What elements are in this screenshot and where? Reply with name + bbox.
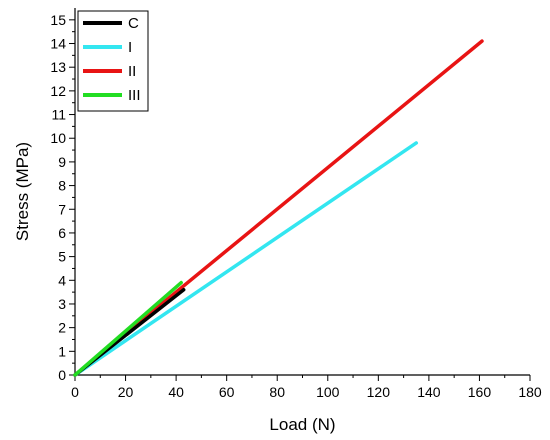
y-tick-label: 14: [50, 36, 66, 52]
y-tick-label: 5: [58, 249, 66, 265]
axes: 0 20 40 60 80 100 120 140 160 1800123456789101112…: [50, 8, 542, 400]
x-tick-label: 60: [219, 384, 235, 400]
legend-label-i: I: [128, 39, 132, 56]
y-tick-label: 7: [58, 201, 66, 217]
y-tick-label: 15: [50, 12, 66, 28]
x-tick-label: 180: [518, 384, 542, 400]
y-tick-label: 9: [58, 154, 66, 170]
y-tick-label: 2: [58, 320, 66, 336]
legend-label-c: C: [128, 15, 139, 32]
y-tick-label: 1: [58, 343, 66, 359]
legend-label-iii: III: [128, 87, 141, 104]
x-axis-title: Load (N): [269, 415, 335, 434]
x-tick-label: 100: [316, 384, 340, 400]
y-axis-title: Stress (MPa): [13, 142, 32, 241]
x-tick-label: 0: [71, 384, 79, 400]
x-tick-label: 120: [367, 384, 391, 400]
y-tick-label: 12: [50, 83, 66, 99]
y-tick-label: 8: [58, 178, 66, 194]
x-tick-label: 80: [269, 384, 285, 400]
y-tick-label: 10: [50, 130, 66, 146]
y-tick-label: 3: [58, 296, 66, 312]
legend-label-ii: II: [128, 63, 136, 80]
series-lines: [73, 39, 484, 377]
series-line-iii: [73, 280, 183, 377]
series-line-ii: [73, 39, 484, 377]
series-line-i: [73, 141, 418, 377]
x-tick-label: 160: [468, 384, 492, 400]
y-tick-label: 11: [51, 107, 66, 123]
y-tick-label: 4: [58, 272, 66, 288]
y-tick-label: 13: [50, 59, 66, 75]
y-tick-label: 6: [58, 225, 66, 241]
x-tick-label: 140: [417, 384, 441, 400]
x-tick-label: 40: [168, 384, 184, 400]
x-tick-label: 20: [118, 384, 134, 400]
y-tick-label: 0: [58, 367, 66, 383]
